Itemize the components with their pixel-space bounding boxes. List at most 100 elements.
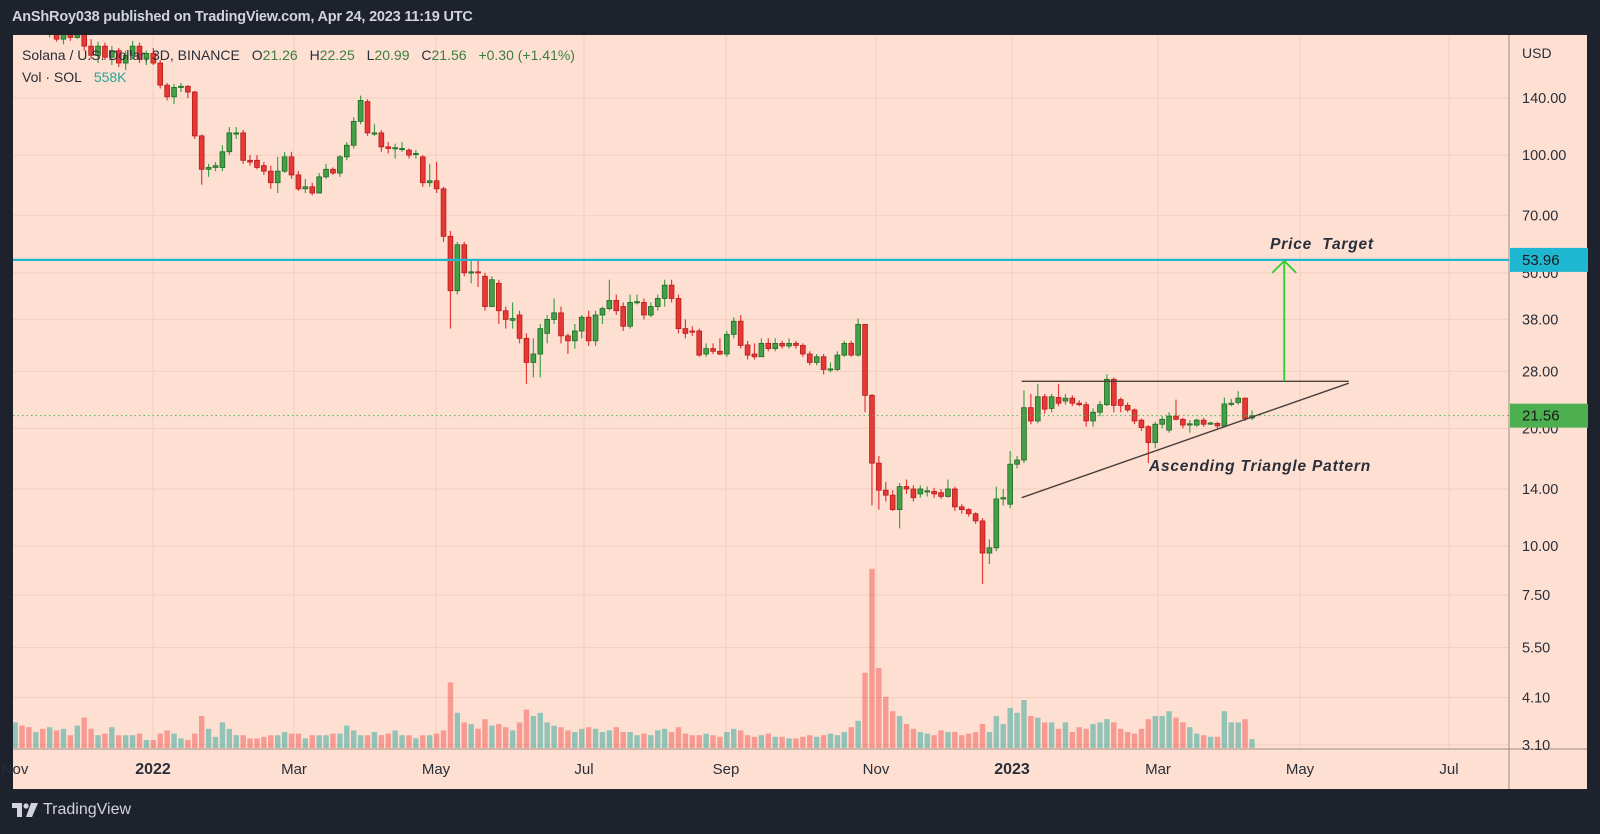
close-label: C [421, 47, 432, 63]
candle-body [800, 345, 806, 355]
candle-body [917, 488, 924, 495]
volume-bar [205, 728, 212, 748]
candle [109, 46, 115, 66]
volume-bar [447, 682, 454, 748]
candle [440, 186, 447, 242]
volume-bar [1055, 728, 1062, 748]
candle-body [302, 186, 309, 190]
candle [592, 310, 599, 346]
candle [1104, 374, 1110, 407]
drawings[interactable]: Price Target Ascending Triangle Pattern [13, 236, 1509, 499]
candle [869, 393, 875, 506]
candle [102, 42, 108, 61]
candle [357, 95, 364, 125]
volume-bar [496, 724, 502, 748]
candle [565, 333, 571, 354]
volume-bar [1187, 727, 1193, 748]
candle-body [461, 244, 468, 274]
candle [710, 343, 716, 354]
volume-bar [537, 712, 543, 748]
candle-body [841, 342, 848, 356]
candle [1131, 408, 1138, 425]
candle-body [413, 153, 419, 156]
time-tick-label: May [422, 761, 451, 778]
candle-body [191, 91, 198, 137]
volume-bar [357, 735, 364, 748]
volume-bar [344, 725, 350, 748]
candle-body [343, 144, 350, 158]
candle [862, 323, 868, 413]
candle-body [551, 312, 557, 320]
volume-bar [268, 735, 274, 748]
volume-bar [523, 709, 530, 748]
time-tick-label: Nov [863, 761, 890, 778]
volume-bar [233, 735, 239, 748]
candle-body [67, 35, 74, 38]
candle-body [53, 35, 60, 40]
candle-body [419, 156, 426, 184]
volume-bar [565, 730, 571, 748]
volume-bar [1194, 733, 1200, 748]
volume-bar [634, 735, 640, 748]
candle [1193, 418, 1200, 427]
volume-bar [689, 735, 695, 748]
volume-bar [1118, 728, 1124, 748]
volume-bar [1159, 716, 1165, 748]
target-arrow-icon[interactable] [1271, 259, 1297, 382]
volume-bar [212, 736, 219, 748]
candle-body [958, 506, 965, 510]
last-price-badge [1510, 403, 1588, 428]
candle-body [1207, 422, 1214, 425]
open-value: 21.26 [262, 47, 298, 63]
candle-body [779, 342, 785, 347]
candle [468, 259, 474, 284]
volume-bar [316, 735, 322, 748]
price-tick-label: 10.00 [1522, 539, 1558, 555]
candle [1200, 417, 1207, 427]
candle [1166, 412, 1172, 433]
candle-body [489, 279, 495, 307]
time-axis[interactable] [13, 749, 1509, 789]
chart-pane[interactable] [13, 35, 1587, 789]
candle [350, 117, 357, 149]
chart-legend: Solana / U.S. Dollar, 3D, BINANCE O21.26… [22, 44, 583, 88]
candle [233, 127, 240, 139]
volume-bar [1014, 712, 1020, 748]
volume-bars [13, 568, 1255, 748]
candle-body [1221, 403, 1228, 427]
candle [634, 294, 640, 305]
candle-body [661, 284, 668, 299]
volume-bar [406, 735, 412, 748]
volume-label[interactable]: Vol · SOL [22, 69, 82, 85]
price-tick-label: 14.00 [1522, 482, 1558, 498]
candle-body [261, 165, 267, 172]
time-tick-label: Sep [713, 761, 740, 778]
candle-body [730, 320, 737, 335]
volume-bar [364, 735, 371, 748]
candle [254, 155, 260, 170]
volume-bar [841, 732, 848, 748]
support-trendline[interactable] [1021, 382, 1349, 499]
volume-bar [323, 735, 329, 748]
volume-bar [765, 733, 771, 748]
candle-body [157, 62, 164, 86]
symbol-name[interactable]: Solana / U.S. Dollar, 3D, BINANCE [22, 47, 240, 63]
candle [558, 306, 564, 344]
volume-bar [585, 727, 592, 748]
candle [330, 167, 336, 175]
volume-bar [869, 568, 875, 748]
price-target-label: Price Target [1270, 236, 1374, 253]
volume-bar [392, 730, 398, 748]
candle [433, 162, 440, 194]
candle [1055, 383, 1062, 407]
candle-body [109, 50, 115, 58]
volume-bar [219, 722, 226, 748]
candle-body [682, 328, 689, 334]
candle [337, 155, 343, 177]
candle-body [648, 306, 654, 316]
footer-brand[interactable]: TradingView [12, 801, 131, 819]
candle-body [392, 147, 398, 150]
volume-bar [254, 738, 260, 748]
candle [972, 512, 979, 524]
